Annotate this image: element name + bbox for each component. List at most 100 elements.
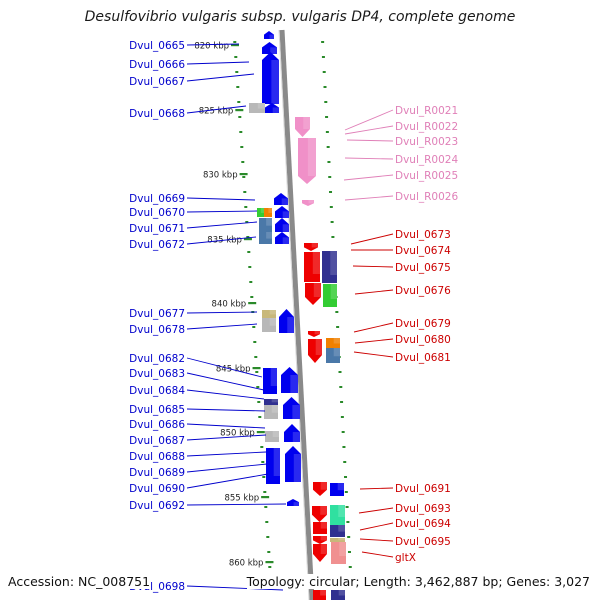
scale-dot	[343, 461, 347, 463]
gene-0683	[281, 367, 298, 393]
scale-dot	[250, 296, 254, 298]
gene-bottom-navy	[331, 590, 345, 600]
gene-shade	[338, 505, 345, 517]
gene-shade	[282, 237, 289, 244]
gene-shade	[271, 60, 279, 104]
right-gene-label: Dvul_R0025	[395, 170, 458, 182]
right-leader-line	[359, 538, 394, 542]
gene-shade	[271, 405, 278, 413]
gene-shade	[293, 454, 301, 482]
scale-dot	[243, 191, 247, 193]
left-leader-line	[186, 357, 263, 378]
gene-0672	[275, 232, 289, 244]
scale-label: 820 kbp	[194, 42, 229, 52]
scale-dot	[257, 401, 261, 403]
right-gene-label: Dvul_0675	[395, 262, 451, 274]
gene-0670b	[264, 208, 272, 217]
scale-dot	[321, 56, 325, 58]
gene-shade	[320, 590, 326, 596]
left-leader-line	[186, 503, 287, 506]
right-gene-label: Dvul_R0021	[395, 105, 458, 117]
scale-dot	[346, 521, 350, 523]
scale-dot	[342, 446, 346, 448]
scale-dot	[242, 176, 246, 178]
left-gene-label: Dvul_0671	[129, 223, 185, 235]
gene-0669	[274, 193, 288, 205]
scale-dot	[246, 236, 250, 238]
right-leader-line	[343, 174, 394, 181]
gene-shade	[313, 283, 321, 297]
scale-dot	[347, 551, 351, 553]
scale-dot	[330, 221, 334, 223]
right-leader-line	[344, 125, 394, 135]
gene-shade	[308, 200, 314, 204]
scale-dot	[321, 41, 325, 43]
gene-0673	[304, 252, 320, 282]
gene-shade	[273, 448, 280, 476]
right-leader-line	[346, 139, 394, 142]
scale-tick	[243, 238, 252, 241]
gene-shade	[307, 138, 316, 176]
left-gene-label: Dvul_0677	[129, 308, 185, 320]
scale-tick	[256, 431, 265, 434]
gene-R0022	[298, 138, 316, 184]
gene-0677a	[262, 310, 276, 318]
left-gene-label: Dvul_0683	[129, 368, 185, 380]
left-gene-label: Dvul_0669	[129, 193, 185, 205]
left-gene-label: Dvul_0689	[129, 467, 185, 479]
gene-shade	[269, 318, 276, 326]
gene-0695b	[330, 538, 345, 542]
gene-shade	[281, 198, 288, 205]
scale-label: 855 kbp	[224, 494, 259, 504]
left-gene-label: Dvul_0667	[129, 76, 185, 88]
gene-0665	[264, 31, 274, 39]
left-gene-label: Dvul_0685	[129, 404, 185, 416]
gene-shade	[320, 544, 327, 554]
gene-shade	[293, 502, 299, 506]
left-gene-label: Dvul_0665	[129, 40, 185, 52]
gene-shade	[338, 538, 345, 541]
scale-dot	[335, 311, 339, 313]
left-gene-label: Dvul_0687	[129, 435, 185, 447]
scale-label: 850 kbp	[220, 429, 255, 439]
left-gene-label: Dvul_0690	[129, 483, 185, 495]
scale-tick	[235, 109, 244, 112]
gene-0691a	[313, 482, 327, 496]
gene-shade	[311, 243, 318, 248]
gene-shade	[320, 482, 327, 490]
gene-shade	[270, 47, 277, 54]
right-leader-line	[344, 109, 394, 131]
gene-shade	[269, 34, 274, 39]
gene-shade	[282, 211, 289, 218]
left-gene-label: Dvul_0682	[129, 353, 185, 365]
right-leader-line	[352, 265, 394, 268]
scale-tick	[248, 302, 257, 305]
right-leader-line	[358, 507, 394, 514]
gene-shade	[287, 317, 294, 333]
gene-shade	[314, 331, 320, 335]
left-gene-label: Dvul_0672	[129, 239, 185, 251]
gene-R0026	[302, 200, 314, 206]
map-title: Desulfovibrio vulgaris subsp. vulgaris D…	[84, 9, 516, 25]
gene-shade	[271, 399, 278, 403]
scale-dot	[329, 206, 333, 208]
gene-shade	[257, 103, 265, 109]
scale-dot	[339, 386, 343, 388]
gene-0693a	[312, 506, 327, 522]
scale-dot	[326, 146, 330, 148]
right-gene-label: Dvul_0693	[395, 503, 451, 515]
left-leader-line	[186, 210, 258, 213]
scale-dot	[323, 86, 327, 88]
gene-shade	[292, 405, 300, 419]
right-gene-label: Dvul_R0023	[395, 136, 458, 148]
right-gene-label: Dvul_0680	[395, 334, 451, 346]
right-leader-line	[354, 338, 394, 344]
left-leader-line	[186, 451, 267, 457]
left-leader-line	[186, 105, 247, 114]
scale-dot	[255, 371, 259, 373]
gene-shade	[333, 348, 340, 357]
gene-shade	[272, 431, 279, 438]
gene-0685	[283, 397, 300, 419]
scale-dot	[254, 356, 258, 358]
gene-shade	[337, 483, 344, 491]
